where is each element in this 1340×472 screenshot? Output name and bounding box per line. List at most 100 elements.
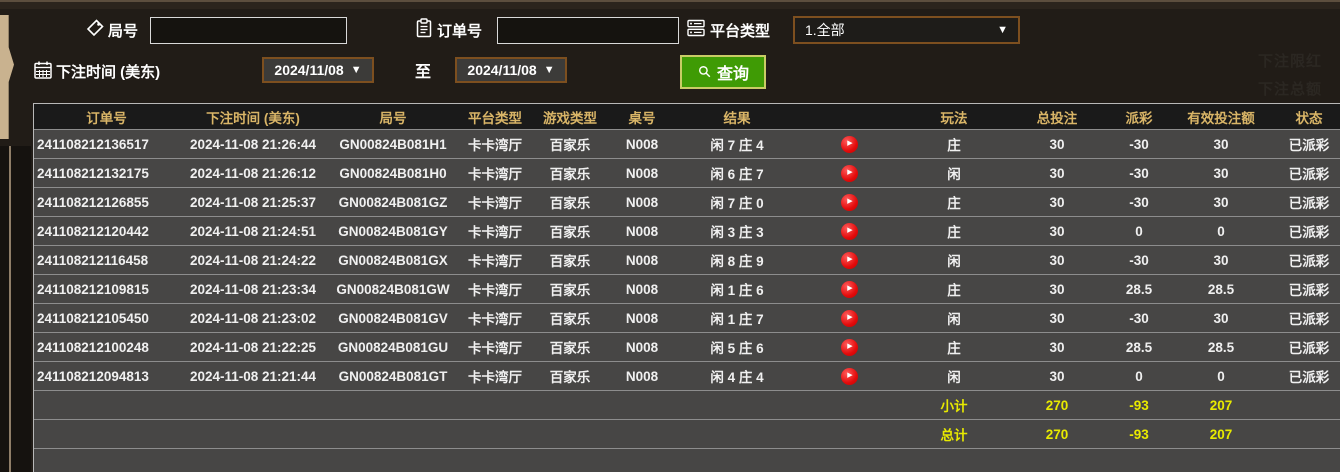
total-row-cell [327,419,459,449]
col-header-payout: 派彩 [1105,104,1173,130]
cell-table-no: N008 [609,361,675,391]
table-row: 241108212132175 2024-11-08 21:26:12 GN0082… [34,158,1340,188]
cell-table-no: N008 [609,129,675,159]
total-row-cell [34,419,179,449]
table-row: 241108212136517 2024-11-08 21:26:44 GN0082… [34,129,1340,159]
empty-cell [1173,448,1269,472]
faint-bg-text-total: 下注总额 [1258,81,1323,98]
cell-table-no: N008 [609,332,675,362]
play-video-button[interactable]: ▶ [840,309,858,327]
cell-platform: 卡卡湾厅 [459,129,531,159]
faint-bg-text-limit: 下注限红 [1258,53,1323,70]
cell-video: ▶ [799,332,899,362]
empty-cell [1009,448,1105,472]
cell-result: 闲 1 庄 6 [675,274,799,304]
cell-order-no: 241108212094813 [34,361,179,391]
cell-video: ▶ [799,216,899,246]
empty-cell [1105,448,1173,472]
subtotal-row-cell: -93 [1105,390,1173,420]
cell-valid-bet: 28.5 [1173,332,1269,362]
cell-bet-time: 2024-11-08 21:25:37 [179,187,327,217]
cell-video: ▶ [799,361,899,391]
left-panel-edge [0,146,31,472]
play-video-button[interactable]: ▶ [840,164,858,182]
search-icon [698,66,711,78]
cell-game-type: 百家乐 [531,187,609,217]
cell-game-no: GN00824B081GU [327,332,459,362]
table-row: 241108212120442 2024-11-08 21:24:51 GN0082… [34,216,1340,246]
cell-game-type: 百家乐 [531,158,609,188]
cell-total-bet: 30 [1009,245,1105,275]
play-icon: ▶ [847,197,853,205]
game-no-input[interactable] [150,17,347,44]
play-video-button[interactable]: ▶ [840,251,858,269]
col-header-video [799,104,899,130]
play-video-button[interactable]: ▶ [840,367,858,385]
cell-bet-time: 2024-11-08 21:23:02 [179,303,327,333]
date-from-select[interactable]: 2024/11/08 ▼ [262,57,374,83]
col-header-game-type: 游戏类型 [531,104,609,130]
cell-status: 已派彩 [1269,129,1340,159]
cell-valid-bet: 30 [1173,187,1269,217]
cell-table-no: N008 [609,274,675,304]
empty-cell [1269,448,1340,472]
play-icon: ▶ [847,226,853,234]
cell-platform: 卡卡湾厅 [459,245,531,275]
cell-result: 闲 3 庄 3 [675,216,799,246]
play-video-button[interactable]: ▶ [840,222,858,240]
cell-video: ▶ [799,245,899,275]
play-video-button[interactable]: ▶ [840,135,858,153]
cell-video: ▶ [799,187,899,217]
total-row-cell [799,419,899,449]
cell-order-no: 241108212126855 [34,187,179,217]
play-icon: ▶ [847,255,853,263]
subtotal-row-cell [531,390,609,420]
game-no-label: 局号 [108,23,139,40]
cell-payout: 0 [1105,361,1173,391]
cell-valid-bet: 30 [1173,129,1269,159]
cell-game-type: 百家乐 [531,303,609,333]
table-row: 241108212100248 2024-11-08 21:22:25 GN0082… [34,332,1340,362]
cell-status: 已派彩 [1269,245,1340,275]
cell-table-no: N008 [609,303,675,333]
cell-platform: 卡卡湾厅 [459,216,531,246]
cell-order-no: 241108212109815 [34,274,179,304]
cell-game-no: GN00824B081H1 [327,129,459,159]
table-row: 241108212116458 2024-11-08 21:24:22 GN0082… [34,245,1340,275]
empty-cell [799,448,899,472]
cell-play: 闲 [899,303,1009,333]
cell-game-type: 百家乐 [531,274,609,304]
subtotal-row-cell [1269,390,1340,420]
cell-total-bet: 30 [1009,158,1105,188]
cell-video: ▶ [799,303,899,333]
play-video-button[interactable]: ▶ [840,280,858,298]
col-header-status: 状态 [1269,104,1340,130]
play-video-button[interactable]: ▶ [840,338,858,356]
cell-valid-bet: 28.5 [1173,274,1269,304]
query-button[interactable]: 查询 [680,55,766,89]
cell-game-type: 百家乐 [531,129,609,159]
date-from-value: 2024/11/08 [274,62,344,78]
play-icon: ▶ [847,284,853,292]
cell-game-no: GN00824B081GZ [327,187,459,217]
empty-cell [609,448,675,472]
cell-platform: 卡卡湾厅 [459,274,531,304]
cell-play: 闲 [899,158,1009,188]
cell-payout: 28.5 [1105,332,1173,362]
cell-play: 庄 [899,187,1009,217]
play-video-button[interactable]: ▶ [840,193,858,211]
order-no-input[interactable] [497,17,679,44]
total-row-cell [179,419,327,449]
cell-game-type: 百家乐 [531,361,609,391]
platform-list-icon [686,18,706,38]
empty-cell [34,448,179,472]
platform-type-select[interactable]: 1.全部 ▼ [793,16,1020,44]
date-to-select[interactable]: 2024/11/08 ▼ [455,57,567,83]
subtotal-row-cell [675,390,799,420]
cell-valid-bet: 0 [1173,216,1269,246]
cell-play: 庄 [899,332,1009,362]
cell-bet-time: 2024-11-08 21:26:44 [179,129,327,159]
total-row-cell [1269,419,1340,449]
cell-play: 闲 [899,245,1009,275]
cell-game-no: GN00824B081GT [327,361,459,391]
